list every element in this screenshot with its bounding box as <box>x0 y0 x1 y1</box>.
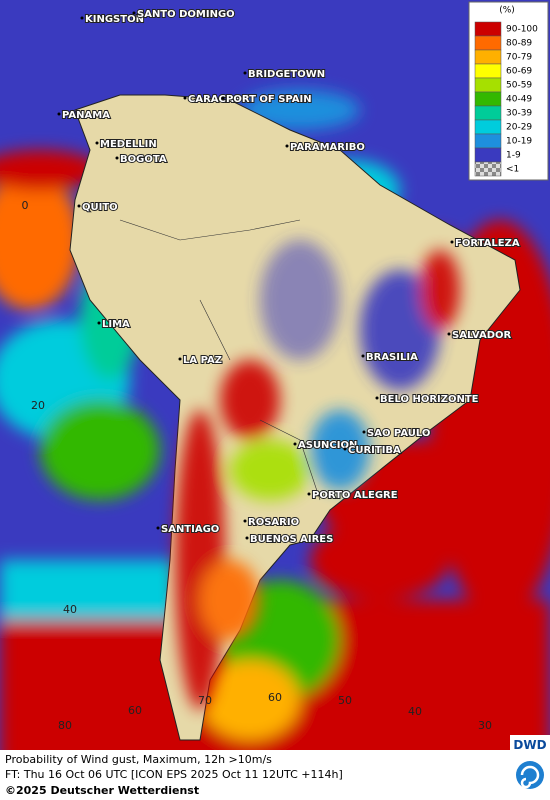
legend-label: 80-89 <box>506 39 532 49</box>
city-dot <box>80 16 84 20</box>
city-label: ASUNCION <box>298 440 357 451</box>
city-dot <box>343 447 347 451</box>
legend-swatch <box>474 133 502 149</box>
city-label: KINGSTON <box>85 14 144 25</box>
city-dot <box>293 442 297 446</box>
city-dot <box>183 96 187 100</box>
legend-title: (%) <box>499 6 515 16</box>
legend-label: 20-29 <box>506 123 532 133</box>
legend-label: 50-59 <box>506 81 532 91</box>
city-dot <box>285 144 289 148</box>
city-dot <box>178 357 182 361</box>
city-dot <box>77 204 81 208</box>
city-label: SAO PAULO <box>367 428 430 439</box>
legend-swatch <box>474 21 502 37</box>
city-label: CURITIBA <box>348 445 401 456</box>
logo-text: DWD <box>513 738 546 752</box>
legend-label: 1-9 <box>506 151 521 161</box>
city-label: PORT OF SPAIN <box>226 94 312 105</box>
legend-swatch <box>474 119 502 135</box>
city-label: FORTALEZA <box>455 238 520 249</box>
grid-label: 60 <box>128 704 142 717</box>
legend-label: 40-49 <box>506 95 532 105</box>
footer-line: ©2025 Deutscher Wetterdienst <box>5 784 199 797</box>
legend-swatch <box>474 105 502 121</box>
city-label: SALVADOR <box>452 330 512 341</box>
city-label: BUENOS AIRES <box>250 534 333 545</box>
city-dot <box>447 332 451 336</box>
city-label: PORTO ALEGRE <box>312 490 398 501</box>
city-label: BOGOTA <box>120 154 167 165</box>
city-label: SANTO DOMINGO <box>137 9 235 20</box>
footer: Probability of Wind gust, Maximum, 12h >… <box>0 735 550 800</box>
city-dot <box>156 526 160 530</box>
city-label: PARAMARIBO <box>290 142 365 153</box>
grid-label: 60 <box>268 691 282 704</box>
grid-label: 70 <box>198 694 212 707</box>
city-label: QUITO <box>82 202 118 213</box>
legend-swatch <box>474 63 502 79</box>
city-label: BELO HORIZONTE <box>380 394 479 405</box>
borders <box>119 219 321 501</box>
city-label: ROSARIO <box>248 517 299 528</box>
land-field <box>175 240 460 710</box>
grid-label: 20 <box>31 399 45 412</box>
legend-label: 30-39 <box>506 109 532 119</box>
city-dot <box>132 11 136 15</box>
city-dot <box>307 492 311 496</box>
legend-label: 60-69 <box>506 67 532 77</box>
footer-line: Probability of Wind gust, Maximum, 12h >… <box>5 753 272 766</box>
grid-label: 50 <box>338 694 352 707</box>
city-dot <box>97 321 101 325</box>
city-dot <box>57 112 61 116</box>
city-dot <box>362 430 366 434</box>
city-label: SANTIAGO <box>161 524 219 535</box>
footer-line: FT: Thu 16 Oct 06 UTC [ICON EPS 2025 Oct… <box>5 768 343 781</box>
city-dot <box>375 396 379 400</box>
city-dot <box>243 71 247 75</box>
city-label: CARACAS <box>188 94 241 105</box>
legend-swatch <box>474 35 502 51</box>
grid-label: 0 <box>22 199 29 212</box>
footer-box <box>0 750 510 800</box>
city-dot <box>245 536 249 540</box>
grid-label: 80 <box>58 719 72 732</box>
city-label: BRIDGETOWN <box>248 69 325 80</box>
city-dot <box>243 519 247 523</box>
legend-label: 10-19 <box>506 137 532 147</box>
legend-label: 70-79 <box>506 53 532 63</box>
legend-label: 90-100 <box>506 25 538 35</box>
city-dot <box>95 141 99 145</box>
city-dot <box>361 354 365 358</box>
legend-swatch <box>474 49 502 65</box>
grid-label: 40 <box>63 603 77 616</box>
logo-swirl <box>520 765 540 789</box>
grid-label: 40 <box>408 705 422 718</box>
city-label: LA PAZ <box>183 355 222 366</box>
legend: (%) 90-100 80-89 70-79 60-69 50-59 40-49 30-39… <box>468 1 549 181</box>
legend-label: <1 <box>506 165 519 175</box>
city-label: LIMA <box>102 319 130 330</box>
legend-swatch <box>474 147 502 163</box>
city-dot <box>450 240 454 244</box>
city-dot <box>221 96 225 100</box>
city-dot <box>115 156 119 160</box>
city-label: BRASILIA <box>366 352 418 363</box>
legend-swatch <box>474 77 502 93</box>
grid-label: 30 <box>478 719 492 732</box>
legend-swatch <box>474 161 502 177</box>
legend-swatch <box>474 91 502 107</box>
city-label: PANAMA <box>62 110 110 121</box>
city-label: MEDELLIN <box>100 139 157 150</box>
